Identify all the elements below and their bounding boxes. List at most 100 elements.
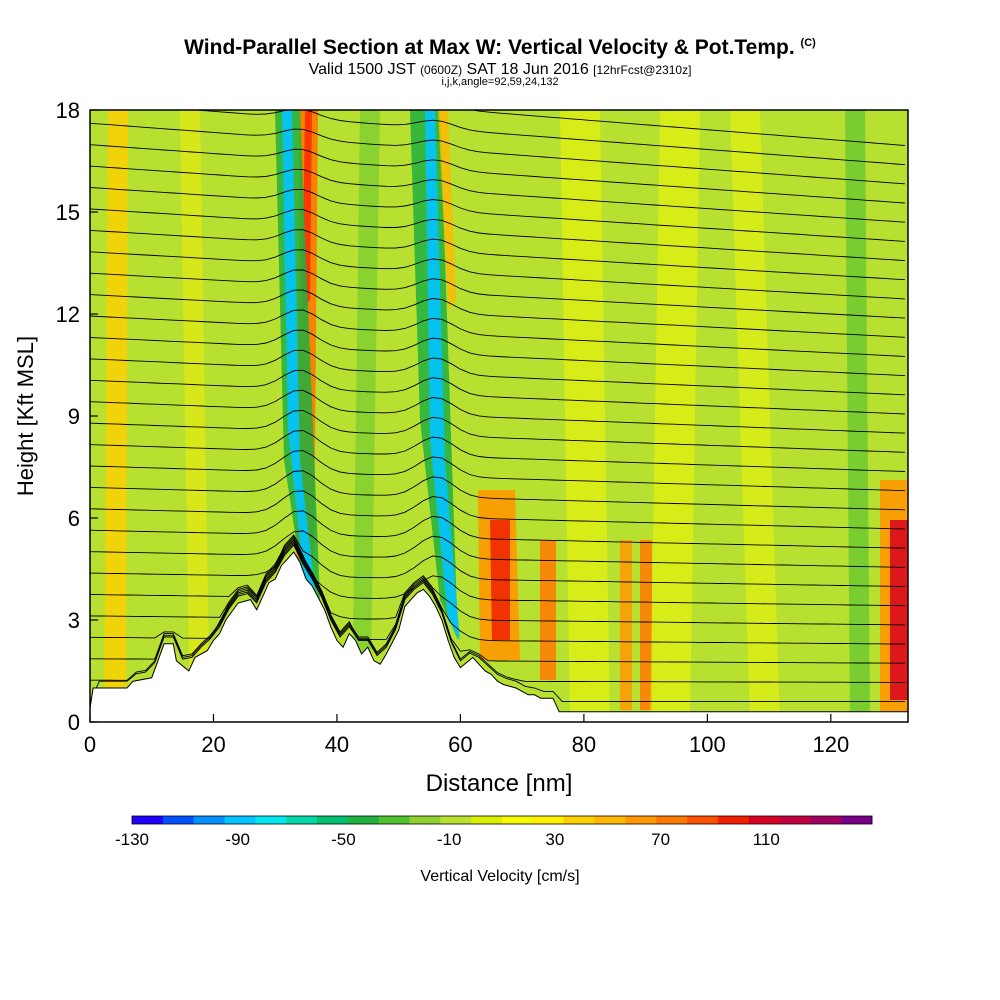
x-tick-label: 80 <box>572 732 596 757</box>
colorbar-swatch <box>502 816 534 824</box>
isentrope-line <box>90 165 905 223</box>
y-axis-label: Height [Kft MSL] <box>13 336 38 496</box>
isentrope-line <box>90 187 905 242</box>
colorbar: -130 -90 -50 -10 30 70 110 <box>115 815 873 849</box>
isentrope-line <box>90 249 905 300</box>
colorbar-swatch <box>193 816 225 824</box>
isentrope-line <box>90 537 905 626</box>
velocity-band <box>282 110 315 590</box>
y-tick-label: 18 <box>56 98 80 123</box>
colorbar-swatch <box>409 816 441 824</box>
velocity-band <box>730 110 780 722</box>
isentrope-line <box>90 389 905 434</box>
velocity-band <box>352 110 380 722</box>
isentrope-line <box>90 122 905 185</box>
velocity-band <box>640 540 652 710</box>
x-tick-label: 60 <box>448 732 472 757</box>
colorbar-tick-label: 110 <box>753 830 780 849</box>
velocity-band <box>425 110 460 640</box>
velocity-band <box>890 520 908 700</box>
isentrope-line <box>90 349 905 396</box>
x-tick-label: 40 <box>325 732 349 757</box>
y-tick-label: 3 <box>68 608 80 633</box>
velocity-band <box>540 540 556 680</box>
colorbar-swatch <box>563 816 595 824</box>
colorbar-swatch <box>440 816 472 824</box>
isentrope-line <box>90 544 905 703</box>
isentrope-line <box>90 269 905 319</box>
colorbar-swatch <box>717 816 749 824</box>
colorbar-swatch <box>810 816 842 824</box>
colorbar-swatch <box>378 816 410 824</box>
colorbar-tick-label: -130 <box>115 830 149 849</box>
colorbar-swatch <box>162 816 194 824</box>
x-tick-label: 120 <box>812 732 849 757</box>
colorbar-swatch <box>656 816 688 824</box>
colorbar-swatch <box>347 816 379 824</box>
isentrope-line <box>90 409 905 453</box>
isentrope-line <box>90 329 905 377</box>
velocity-field <box>90 110 908 722</box>
velocity-band <box>620 540 632 710</box>
colorbar-tick-label: 70 <box>651 830 670 849</box>
isentrope-line <box>90 430 905 472</box>
velocity-band <box>560 110 610 720</box>
isentrope-line <box>469 110 905 146</box>
y-tick-label: 12 <box>56 302 80 327</box>
x-tick-label: 20 <box>201 732 225 757</box>
colorbar-tick-label: 30 <box>545 830 564 849</box>
colorbar-swatch <box>748 816 780 824</box>
isentrope-line <box>90 530 905 568</box>
velocity-band <box>180 110 210 722</box>
colorbar-swatch <box>286 816 318 824</box>
y-tick-label: 9 <box>68 404 80 429</box>
isentrope-line <box>90 369 905 415</box>
velocity-band <box>438 110 456 310</box>
y-tick-label: 0 <box>68 710 80 735</box>
isentrope-line <box>90 534 905 587</box>
x-axis-label: Distance [nm] <box>426 770 573 797</box>
isentrope-line <box>90 541 905 664</box>
chart-title: Wind-Parallel Section at Max W: Vertical… <box>184 36 816 59</box>
colorbar-label: Vertical Velocity [cm/s] <box>420 868 579 885</box>
colorbar-swatch <box>841 816 873 824</box>
isentrope-line <box>90 450 905 492</box>
isentrope-line <box>90 539 905 645</box>
velocity-band <box>845 110 870 722</box>
x-axis: 0 20 40 60 80 100 120 <box>84 714 849 757</box>
isentrope-line <box>90 490 905 530</box>
isentrope-line <box>90 470 905 511</box>
isentrope-line <box>90 309 905 357</box>
isentrope-line <box>90 542 905 683</box>
y-axis: 0 3 6 9 12 15 18 <box>56 98 98 735</box>
colorbar-swatch <box>317 816 349 824</box>
colorbar-swatch <box>625 816 657 824</box>
isentrope-line <box>189 110 905 166</box>
isentrope-line <box>90 510 905 549</box>
isentrope-line <box>90 535 905 607</box>
chart-parameters: i,j,k,angle=92,59,24,132 <box>441 76 559 88</box>
isentrope-line <box>90 208 905 262</box>
colorbar-tick-label: -50 <box>331 830 356 849</box>
colorbar-frame <box>131 815 873 825</box>
isentrope-line <box>90 144 905 204</box>
copyright-mark: (C) <box>800 37 816 49</box>
colorbar-tick-label: -10 <box>437 830 462 849</box>
isentrope-line <box>90 289 905 338</box>
colorbar-swatch <box>224 816 256 824</box>
y-tick-label: 15 <box>56 200 80 225</box>
colorbar-swatch <box>594 816 626 824</box>
velocity-band <box>104 110 128 722</box>
colorbar-swatch <box>132 816 164 824</box>
colorbar-tick-label: -90 <box>225 830 250 849</box>
velocity-band <box>650 110 700 720</box>
x-tick-label: 100 <box>689 732 726 757</box>
colorbar-swatch <box>779 816 811 824</box>
isentrope-line <box>90 229 905 281</box>
colorbar-swatch <box>471 816 503 824</box>
colorbar-swatch <box>532 816 564 824</box>
x-tick-label: 0 <box>84 732 96 757</box>
terrain <box>90 551 908 722</box>
colorbar-swatch <box>687 816 719 824</box>
